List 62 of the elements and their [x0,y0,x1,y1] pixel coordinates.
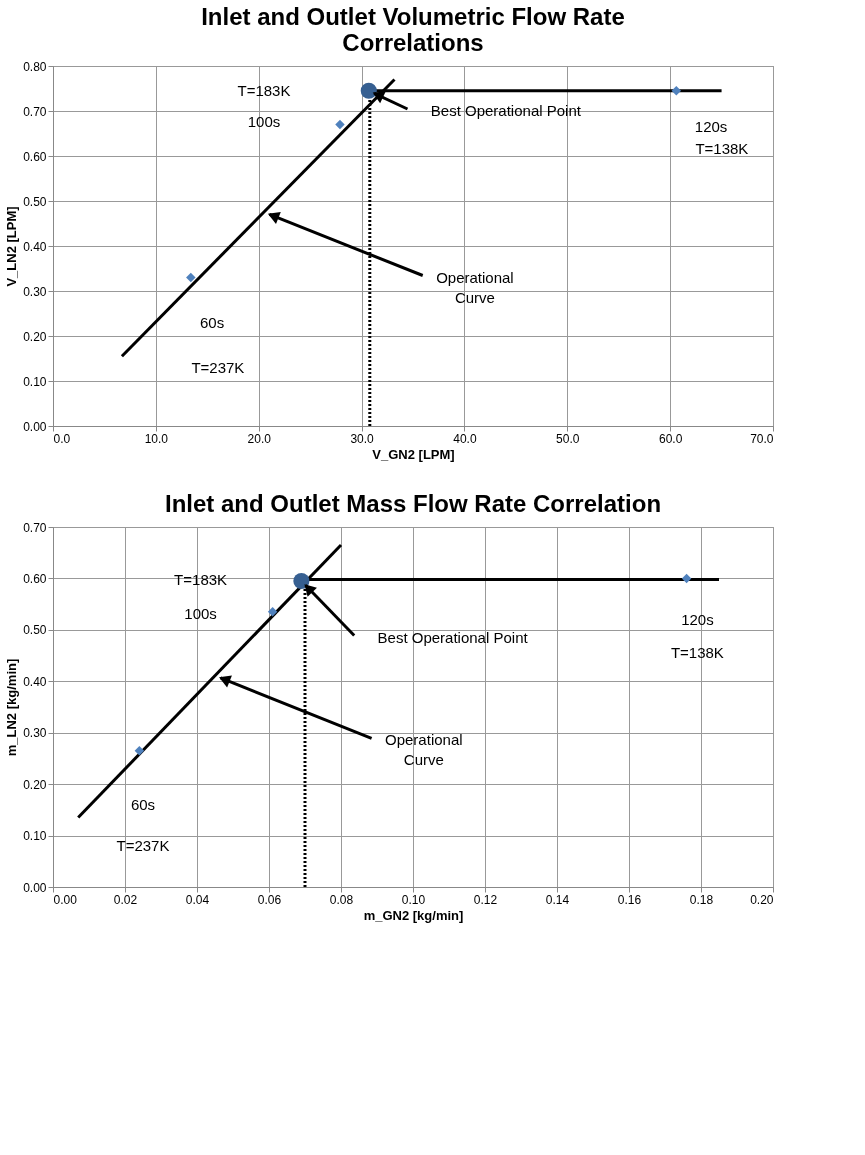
point [134,745,145,756]
x-tick-label: 0.10 [401,892,426,907]
y-tick-label: 0.20 [23,777,47,792]
y-tick-label: 0.40 [23,239,47,254]
annotation: 100s [184,605,217,623]
chart-title: Inlet and Outlet Volumetric Flow Rate Correlations [201,3,625,56]
x-tick-label: 0.00 [53,892,78,907]
y-tick-label: 0.10 [23,374,47,389]
y-tick-label: 0.60 [23,571,47,586]
y-tick-label: 0.30 [23,284,47,299]
annotation: 120s [681,610,714,628]
y-tick-label: 0.70 [23,520,47,535]
y-tick-label: 0.30 [23,726,47,741]
annotation: 60s [130,795,156,813]
x-tick-label: 0.02 [113,892,138,907]
y-tick-label: 0.50 [23,623,47,638]
x-tick-label: 0.18 [689,892,714,907]
x-axis-title: m_GN2 [kg/min] [363,907,464,923]
x-tick-label: 30.0 [350,431,375,446]
annotation: T=183K [237,81,291,99]
x-tick-label: 60.0 [658,431,683,446]
annotation: Best Operational Point [377,628,529,646]
annotation: Operational Curve [436,268,514,306]
chart-title: Inlet and Outlet Mass Flow Rate Correlation [164,490,662,517]
x-tick-label: 50.0 [556,431,580,446]
annotation: 100s [247,113,281,131]
point [681,573,692,584]
x-tick-label: 0.16 [617,892,642,907]
point [267,607,278,617]
y-tick-label: 0.10 [23,829,47,844]
y-tick-label: 0.50 [23,194,47,209]
x-tick-label: 20.0 [247,431,272,446]
y-tick-label: 0.80 [23,59,47,74]
x-tick-label: 0.06 [257,892,282,907]
y-axis-title: m_LN2 [kg/min] [4,658,20,757]
y-tick-label: 0.60 [23,149,47,164]
annotation: Operational Curve [385,731,463,769]
x-tick-label: 40.0 [453,431,477,446]
point [293,572,310,590]
annotation: T=237K [191,358,245,376]
y-tick-label: 0.00 [23,880,47,895]
x-tick-label: 0.20 [750,892,774,907]
annotation: Best Operational Point [430,102,582,119]
annotation: T=183K [174,570,228,588]
x-tick-label: 0.12 [473,892,498,907]
x-tick-label: 0.14 [545,892,570,907]
y-tick-label: 0.00 [23,419,47,434]
y-tick-label: 0.40 [23,674,47,689]
annotation: 60s [200,313,225,331]
annotation: T=138K [695,140,749,158]
x-tick-label: 0.04 [185,892,210,907]
x-tick-label: 0.0 [53,431,71,446]
x-tick-label: 70.0 [750,431,774,446]
y-axis-title: V_LN2 [LPM] [4,206,20,287]
annotation: 120s [694,117,728,135]
annotation: T=138K [670,644,724,661]
y-tick-label: 0.70 [23,104,47,119]
annotation: T=237K [116,836,170,854]
y-tick-label: 0.20 [23,329,47,344]
x-axis-title: V_GN2 [LPM] [372,446,455,462]
x-tick-label: 10.0 [144,431,169,446]
x-tick-label: 0.08 [329,892,354,907]
